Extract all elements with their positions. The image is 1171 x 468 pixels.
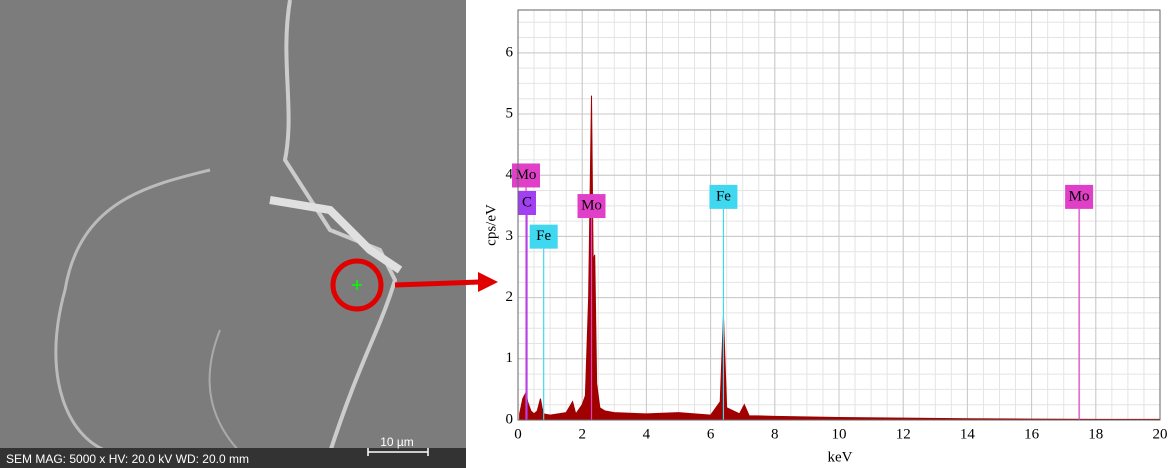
y-tick-label: 3 — [506, 228, 514, 244]
highlight-circle — [330, 258, 384, 312]
x-axis-label: keV — [828, 449, 853, 465]
scale-bar-label: 10 µm — [380, 435, 414, 449]
x-tick-label: 0 — [514, 426, 522, 442]
spectrum — [519, 95, 1161, 421]
y-tick-label: 2 — [506, 289, 514, 305]
peak-label-box — [529, 224, 558, 249]
grain-boundary — [54, 168, 211, 454]
peak-label-box — [517, 191, 536, 215]
arrow-head — [478, 272, 498, 292]
y-tick-label: 5 — [506, 105, 514, 121]
arrow-line — [394, 279, 481, 288]
scale-bar — [367, 448, 429, 456]
peak-label: Mo — [581, 197, 602, 213]
sem-caption: SEM MAG: 5000 x HV: 20.0 kV WD: 20.0 mm — [6, 452, 249, 466]
info-bar — [0, 448, 466, 468]
x-tick-label: 12 — [896, 426, 911, 442]
spot-marker — [352, 280, 362, 290]
grain-boundary — [208, 329, 241, 453]
y-tick-label: 4 — [506, 167, 514, 183]
sem-background — [0, 0, 466, 468]
x-tick-label: 10 — [832, 426, 847, 442]
x-tick-label: 16 — [1024, 426, 1040, 442]
x-tick-label: 6 — [707, 426, 715, 442]
peak-label: Fe — [716, 188, 731, 204]
sem-image: SEM MAG: 5000 x HV: 20.0 kV WD: 20.0 mm … — [0, 0, 466, 468]
peak-label: Mo — [1069, 188, 1090, 204]
peak-label-box — [1065, 184, 1094, 209]
plot-frame — [517, 9, 1161, 421]
peak-label-box — [577, 194, 606, 219]
y-tick-label: 6 — [506, 44, 514, 60]
x-tick-label: 2 — [578, 426, 586, 442]
x-tick-label: 4 — [643, 426, 651, 442]
peak-label: C — [522, 194, 532, 210]
y-axis-label: cps/eV — [483, 204, 499, 246]
x-tick-label: 8 — [771, 426, 779, 442]
y-tick-label: 0 — [506, 411, 514, 427]
peak-label-box — [512, 163, 541, 188]
grain-boundary — [282, 0, 398, 453]
y-tick-label: 1 — [506, 350, 514, 366]
x-tick-label: 20 — [1153, 426, 1168, 442]
peak-label: Fe — [536, 228, 551, 244]
x-tick-label: 18 — [1088, 426, 1103, 442]
peak-label-box — [709, 184, 738, 209]
peak-label: Mo — [516, 167, 537, 183]
precipitate — [269, 196, 403, 274]
x-tick-label: 14 — [960, 426, 976, 442]
